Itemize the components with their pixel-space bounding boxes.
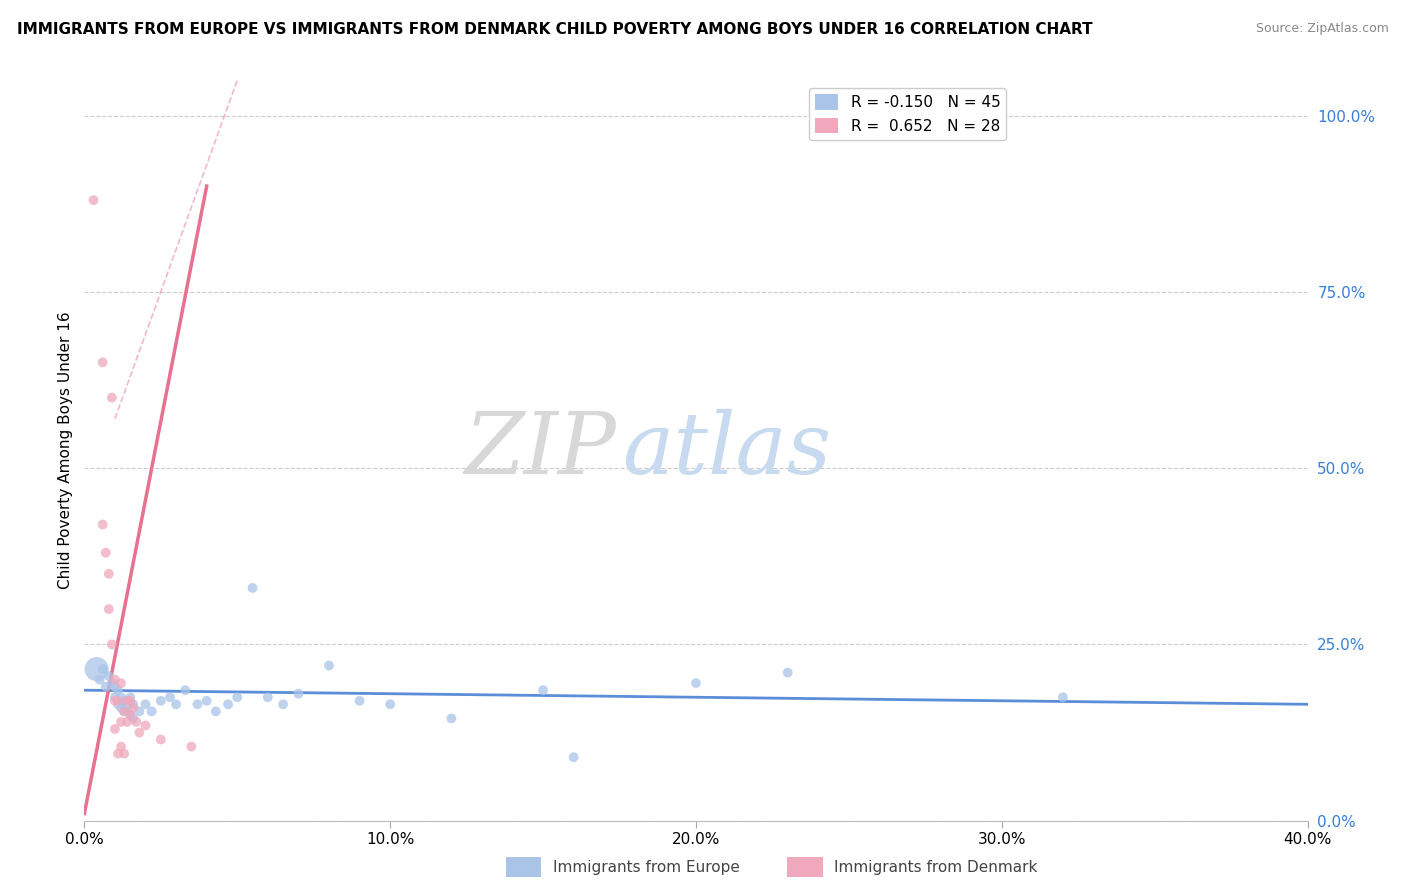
Legend: R = -0.150   N = 45, R =  0.652   N = 28: R = -0.150 N = 45, R = 0.652 N = 28 <box>810 88 1007 140</box>
Point <box>101 637 124 651</box>
Point <box>205 704 228 718</box>
Text: Immigrants from Denmark: Immigrants from Denmark <box>834 861 1038 875</box>
Point <box>112 747 135 761</box>
Point <box>165 698 187 712</box>
Point <box>120 707 142 722</box>
Point <box>83 193 105 207</box>
Point <box>112 694 135 708</box>
Point <box>135 718 157 732</box>
Point <box>110 690 132 705</box>
Point <box>107 683 129 698</box>
Point <box>135 698 157 712</box>
Point <box>685 676 707 690</box>
Point <box>107 698 129 712</box>
Point <box>101 391 124 405</box>
Point <box>86 662 108 676</box>
Point <box>531 683 554 698</box>
Point <box>104 673 127 687</box>
Point <box>380 698 402 712</box>
Point <box>349 694 371 708</box>
Point <box>120 694 142 708</box>
Point <box>128 704 150 718</box>
Text: atlas: atlas <box>623 409 832 491</box>
Point <box>94 680 117 694</box>
Point <box>149 732 172 747</box>
Point <box>91 517 114 532</box>
Point <box>217 698 239 712</box>
Point <box>271 698 294 712</box>
Point <box>104 680 127 694</box>
Point <box>1052 690 1074 705</box>
Point <box>122 701 145 715</box>
Point <box>186 698 208 712</box>
Point <box>104 690 127 705</box>
Point <box>107 694 129 708</box>
Point <box>242 581 264 595</box>
Point <box>122 698 145 712</box>
Point <box>180 739 202 754</box>
Point <box>149 694 172 708</box>
Point <box>107 747 129 761</box>
Text: Source: ZipAtlas.com: Source: ZipAtlas.com <box>1256 22 1389 36</box>
Point <box>776 665 799 680</box>
Point <box>94 546 117 560</box>
Point <box>110 701 132 715</box>
Point <box>120 707 142 722</box>
Point <box>195 694 218 708</box>
Point <box>159 690 181 705</box>
Point <box>104 694 127 708</box>
Point <box>287 687 309 701</box>
Point <box>97 669 120 683</box>
Point <box>91 355 114 369</box>
Point <box>120 690 142 705</box>
Point <box>115 704 138 718</box>
Point <box>89 673 111 687</box>
Point <box>112 704 135 718</box>
Point <box>115 714 138 729</box>
Point <box>128 725 150 739</box>
Point <box>115 698 138 712</box>
Y-axis label: Child Poverty Among Boys Under 16: Child Poverty Among Boys Under 16 <box>58 311 73 590</box>
Point <box>125 714 148 729</box>
Point <box>104 722 127 736</box>
Text: IMMIGRANTS FROM EUROPE VS IMMIGRANTS FROM DENMARK CHILD POVERTY AMONG BOYS UNDER: IMMIGRANTS FROM EUROPE VS IMMIGRANTS FRO… <box>17 22 1092 37</box>
Point <box>122 711 145 725</box>
Point <box>226 690 249 705</box>
Point <box>112 704 135 718</box>
Point <box>141 704 163 718</box>
Point <box>562 750 585 764</box>
Point <box>91 662 114 676</box>
Point <box>110 739 132 754</box>
Point <box>440 711 463 725</box>
Point <box>115 694 138 708</box>
Text: Immigrants from Europe: Immigrants from Europe <box>553 861 740 875</box>
Point <box>174 683 197 698</box>
Point <box>101 676 124 690</box>
Point <box>110 676 132 690</box>
Point <box>110 714 132 729</box>
Point <box>318 658 340 673</box>
Point <box>257 690 280 705</box>
Point <box>97 602 120 616</box>
Point <box>97 566 120 581</box>
Text: ZIP: ZIP <box>464 409 616 491</box>
